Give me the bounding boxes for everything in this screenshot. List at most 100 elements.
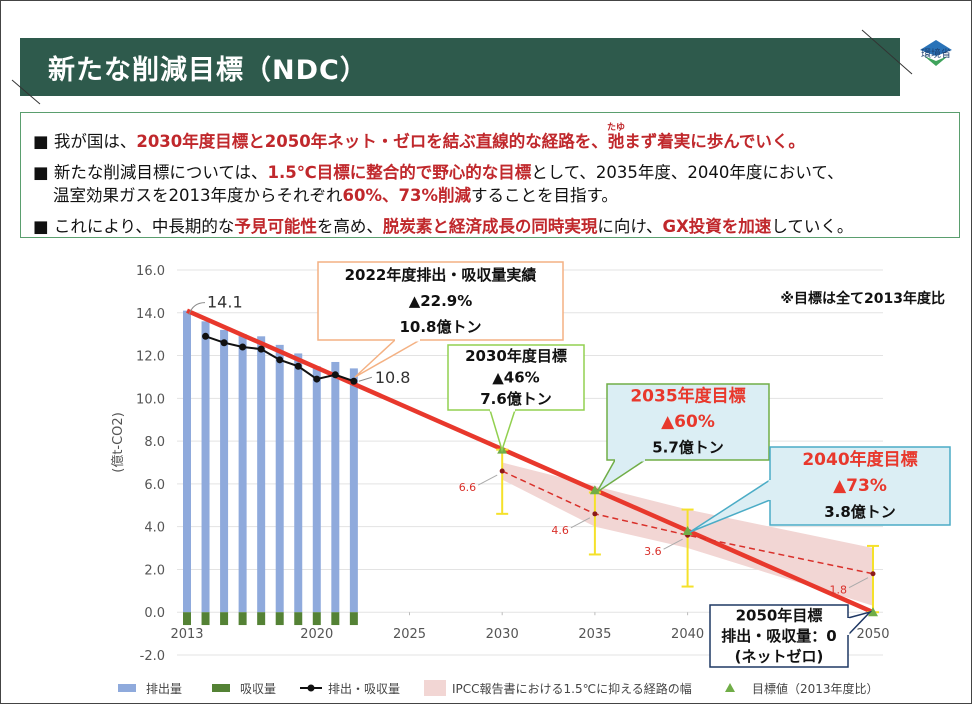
header-bar: 新たな削減目標（NDC） — [20, 38, 900, 96]
deco-line — [11, 79, 41, 105]
pathway-line — [186, 308, 874, 615]
callout-text: ▲60% — [661, 412, 715, 432]
bullet-line: ■ 新たな削減目標については、1.5℃目標に整合的で野心的な目標として、2035… — [33, 161, 949, 184]
callout-pointer — [489, 409, 516, 453]
callout-text: 3.8億トン — [824, 503, 896, 521]
callout: 2035年度目標 ▲60% 5.7億トン — [596, 383, 770, 493]
legend-label: 排出・吸収量 — [328, 682, 400, 696]
bar — [331, 612, 340, 626]
x-tick-label: 2013 — [170, 627, 203, 642]
net-point — [202, 332, 210, 340]
legend-swatch — [725, 683, 735, 692]
net-point — [220, 339, 228, 347]
value-label: 10.8 — [375, 368, 411, 387]
net-point — [331, 371, 339, 379]
legend-label: 吸収量 — [240, 682, 276, 696]
y-axis-label: (億t-CO2) — [110, 412, 126, 473]
callout-text: 5.7億トン — [652, 438, 724, 456]
bullet-text: することを目指す。 — [471, 186, 618, 205]
net-point — [276, 356, 284, 364]
bullet-marker: ■ — [33, 132, 54, 151]
callout-text: 7.6億トン — [480, 390, 552, 408]
x-tick-label: 2020 — [300, 627, 333, 642]
bar — [294, 353, 303, 613]
callout-box — [606, 383, 770, 461]
median-point — [870, 571, 876, 577]
bar — [257, 336, 266, 613]
logo-text: 環境省 — [921, 49, 951, 60]
bullet-text: まず着実に歩んでいく。 — [624, 132, 805, 151]
label-leader — [477, 474, 498, 486]
callout: 2030年度目標 ▲46% 7.6億トン — [447, 344, 585, 453]
bar — [275, 612, 284, 626]
callout-text: 2035年度目標 — [630, 386, 745, 407]
bar — [201, 321, 210, 613]
bar — [238, 612, 247, 626]
target-marker — [682, 525, 693, 535]
callout-text: (ネットゼロ) — [735, 648, 824, 666]
bar — [349, 612, 358, 626]
bullet-text: 我が国は、 — [53, 132, 137, 151]
x-tick-label: 2035 — [578, 627, 611, 642]
logo-icon — [924, 56, 948, 66]
bullet-text: 脱炭素と経済成長の同時実現 — [382, 217, 598, 236]
legend-swatch — [424, 680, 446, 696]
slide-title: 新たな削減目標（NDC） — [48, 55, 368, 86]
y-tick-label: 10.0 — [136, 392, 165, 407]
median-label: 6.6 — [459, 481, 477, 494]
value-label: 14.1 — [207, 293, 243, 312]
callout-box — [447, 344, 585, 411]
bar — [294, 612, 303, 626]
bullet-line: ■ これにより、中長期的な予見可能性を高め、脱炭素と経済成長の同時実現に向け、G… — [33, 215, 949, 238]
bullet-text: 予見可能性 — [234, 217, 317, 236]
bar — [238, 334, 247, 613]
legend-label: 排出量 — [146, 682, 182, 696]
x-tick-label: 2025 — [393, 627, 426, 642]
bullet-text: GX投資を加速 — [662, 217, 772, 236]
label-leader — [570, 517, 591, 529]
callout: 2022年度排出・吸収量実績 ▲22.9% 10.8億トン — [317, 261, 564, 378]
label-leader — [663, 538, 683, 550]
logo-icon — [920, 40, 952, 56]
callout-pointer — [354, 339, 421, 378]
bullet-text: 新たな削減目標については、 — [53, 163, 268, 182]
note: ※目標は全て2013年度比 — [780, 290, 945, 307]
label-leader — [358, 376, 373, 382]
bullet-text: 60%、73%削減 — [342, 186, 472, 205]
bar — [183, 612, 191, 626]
callout-box — [709, 604, 849, 668]
bar — [201, 612, 210, 626]
legend-label: IPCC報告書における1.5℃に抑える経路の幅 — [452, 681, 692, 696]
median-label: 1.8 — [830, 584, 848, 597]
bar — [312, 366, 321, 613]
callout-text: ▲73% — [833, 476, 887, 496]
callout-text: 2040年度目標 — [802, 449, 917, 470]
ruby-text: 弛たゆ — [606, 123, 625, 151]
bar — [220, 612, 229, 626]
callout-pointer — [847, 610, 873, 636]
bar — [349, 368, 358, 613]
callout-pointer — [689, 479, 771, 533]
bullet-text: 弛 — [606, 132, 625, 151]
bullet-text: これにより、中長期的な — [53, 217, 235, 236]
callout-text: 2050年目標 — [736, 606, 823, 624]
bullet-text: を高め、 — [316, 217, 383, 236]
callout-text: ▲46% — [492, 369, 539, 387]
bullet-text: していく。 — [771, 217, 854, 236]
bullet-line: 温室効果ガスを2013年度からそれぞれ60%、73%削減することを目指す。 — [33, 184, 949, 207]
y-tick-label: 4.0 — [144, 521, 165, 536]
x-tick-label: 2030 — [486, 627, 519, 642]
median-label: 3.6 — [644, 545, 662, 558]
bullet-text: 1.5℃目標に整合的で野心的な目標 — [267, 163, 532, 182]
bar — [257, 612, 266, 626]
callout-text: 10.8億トン — [399, 318, 481, 336]
legend-swatch — [307, 684, 315, 692]
ruby-reading: たゆ — [606, 123, 625, 133]
bullet-text: 温室効果ガスを2013年度からそれぞれ — [53, 186, 343, 205]
net-point — [239, 343, 247, 351]
bullet-marker: ■ — [33, 217, 54, 236]
legend-label: 目標値（2013年度比） — [752, 681, 879, 696]
bullet-box: ■ 我が国は、2030年度目標と2050年ネット・ゼロを結ぶ直線的な経路を、弛た… — [20, 112, 960, 238]
